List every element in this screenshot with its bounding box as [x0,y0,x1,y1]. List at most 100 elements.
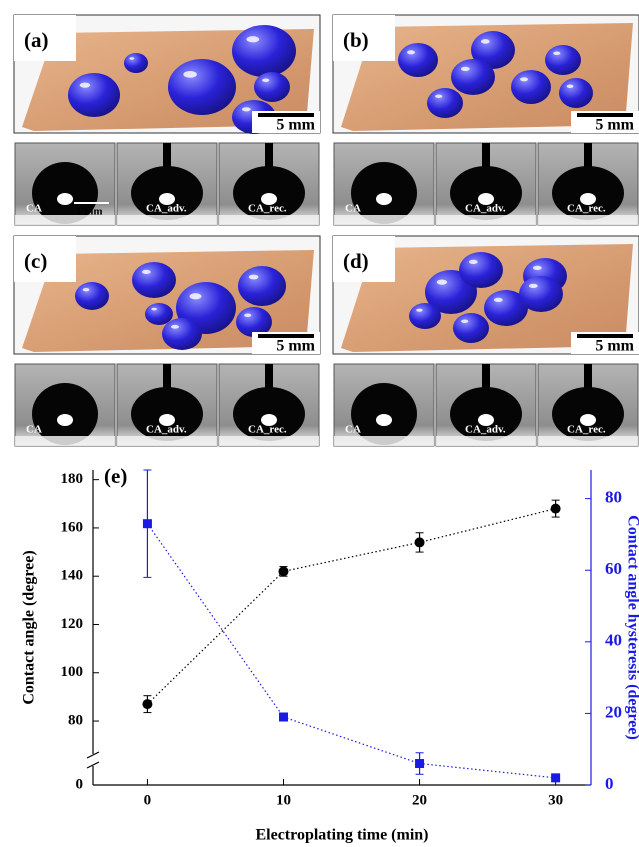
data-point [551,504,561,514]
y-tick-label: 160 [61,519,84,535]
ca-label: CA_rec. [248,424,287,436]
x-tick-label: 10 [276,792,291,808]
chart: 0102030080100120140160180020406080(e)Ele… [21,464,639,844]
droplet [145,303,173,325]
droplet [545,45,581,75]
scale-label: 5 mm [595,338,634,355]
panel: (b)5 mmCACA_adv.CA_rec. [333,15,639,225]
y2-axis-title: Contact angle hysteresis (degree) [624,515,639,740]
droplet [427,88,463,118]
droplet-glint [190,293,202,299]
droplet-glint [244,313,251,317]
droplet-glint [80,82,90,87]
y2-tick-label: 80 [605,488,622,507]
ca-label: CA_adv. [465,203,506,215]
baseline [15,436,115,446]
ca-label: CA [345,424,361,436]
scale-label: 5 mm [595,117,634,134]
droplet-glint [494,298,503,302]
droplet-glint [407,50,415,54]
scale-label: 5 mm [276,338,315,355]
data-point [415,759,424,768]
baseline [538,436,638,446]
droplet-glint [437,279,447,284]
panel: (d)5 mmCACA_adv.CA_rec. [333,236,639,446]
droplet-glint [435,94,442,98]
panel: (c) 5 mm CA CA_adv. CA_rec. [14,236,320,446]
y-axis-title: Contact angle (degree) [21,550,38,704]
droplet [519,276,563,312]
baseline [436,215,536,225]
droplet [124,53,148,73]
droplet [453,313,489,343]
ca-label: CA_rec. [248,203,287,215]
droplet-glint [553,51,560,55]
droplet-glint [246,36,259,42]
droplet-glint [262,78,269,82]
panel-label: (b) [343,28,369,52]
droplet-glint [567,84,574,88]
droplet-glint [533,266,542,270]
ca-highlight [57,414,73,426]
panel-label: (e) [104,464,127,488]
x-tick-label: 0 [144,792,152,808]
ca-highlight [57,193,73,205]
droplet [398,43,438,77]
droplet-glint [171,325,179,329]
data-point [415,537,425,547]
y2-tick-label: 0 [605,774,614,793]
droplet [75,282,109,310]
ca-scale-label: 1 mm [76,206,103,218]
droplet-glint [469,260,478,264]
panel-label: (a) [24,28,49,52]
droplet-glint [129,57,134,59]
droplet [232,25,296,77]
ca-label: CA_adv. [146,203,187,215]
baseline [334,436,434,446]
droplet-glint [83,288,90,291]
droplet-glint [529,284,538,288]
baseline [117,215,217,225]
droplet-glint [461,319,468,323]
y-tick-label: 80 [68,712,83,728]
baseline [436,436,536,446]
baseline [334,215,434,225]
droplet-glint [183,71,197,78]
droplet [254,72,290,102]
droplet-glint [151,308,157,311]
photo-panels: (a) 5 mm CA CA_adv. CA_rec. 1 mm (b) 5 mm CA CA_a… [14,15,639,446]
panel-label: (d) [343,249,369,273]
series-line [147,524,555,778]
data-point [143,519,152,528]
ca-highlight [376,414,392,426]
data-point [142,699,152,709]
ca-highlight [376,193,392,205]
y2-tick-label: 40 [605,631,622,650]
x-tick-label: 20 [412,792,427,808]
ca-label: CA [26,203,42,215]
ca-label: CA [345,203,361,215]
ca-label: CA [26,424,42,436]
droplet [238,266,286,306]
droplet-glint [249,275,259,280]
droplet [168,59,236,115]
y2-tick-label: 60 [605,559,622,578]
y-tick-label: 180 [61,471,84,487]
droplet-glint [461,67,470,71]
data-point [279,712,288,721]
droplet-glint [416,309,422,312]
figure: (a) 5 mm CA CA_adv. CA_rec. 1 mm (b) 5 mm CA CA_a… [0,0,639,847]
droplet [459,252,503,288]
baseline [117,436,217,446]
baseline [538,215,638,225]
ca-label: CA_adv. [146,424,187,436]
x-axis-title: Electroplating time (min) [255,827,428,844]
droplet [132,262,176,298]
panel-label: (c) [24,249,47,273]
droplet [409,303,441,329]
ca-label: CA_rec. [567,424,606,436]
y-tick-label: 140 [61,568,84,584]
series-line [147,509,555,705]
droplet-glint [520,77,528,81]
droplet [451,59,495,95]
